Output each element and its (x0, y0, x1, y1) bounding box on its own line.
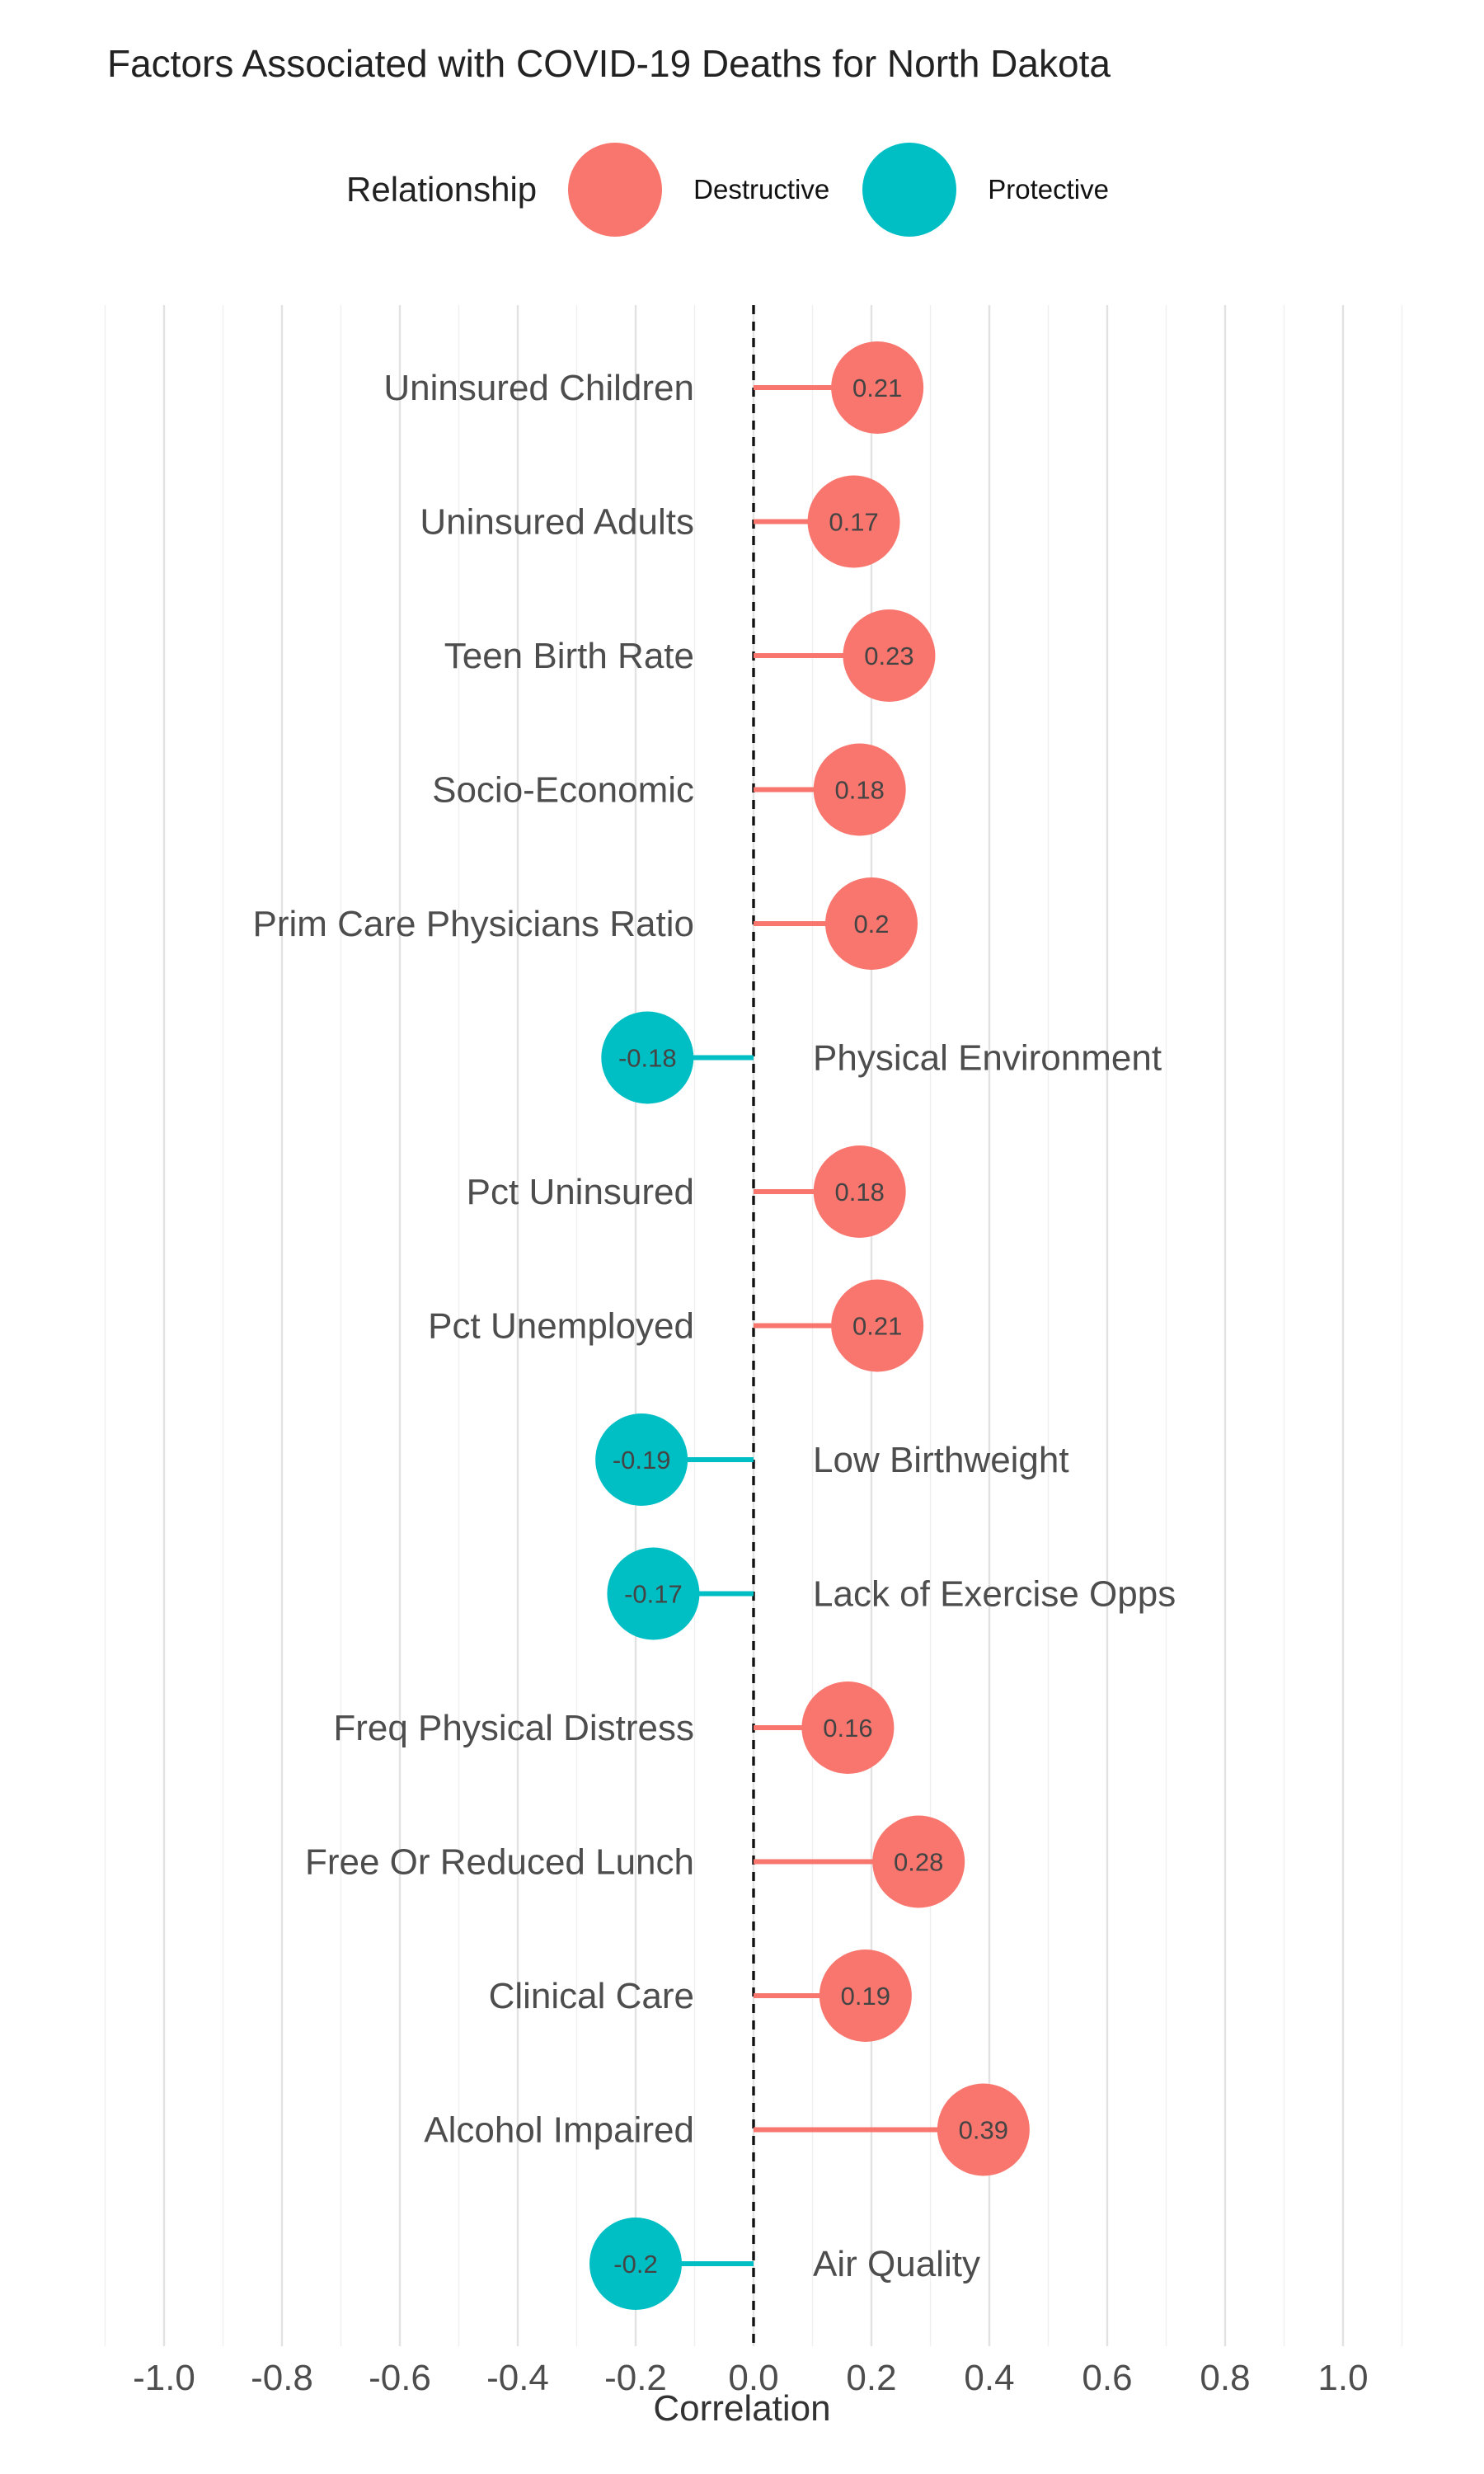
category-label: Air Quality (813, 2244, 980, 2284)
x-tick-label: 0.6 (1082, 2358, 1132, 2398)
data-point (601, 1011, 694, 1104)
x-tick-label: 0.0 (728, 2358, 778, 2398)
x-tick-label: -1.0 (133, 2358, 195, 2398)
data-points: 0.21 Uninsured Children 0.17 Uninsured Adul… (253, 341, 1176, 2310)
legend-label-protective: Protective (988, 174, 1109, 205)
category-label: Lack of Exercise Opps (813, 1574, 1176, 1615)
data-label: -0.19 (613, 1446, 671, 1475)
chart-title: Factors Associated with COVID-19 Deaths … (107, 42, 1111, 85)
x-tick-label: 0.2 (846, 2358, 896, 2398)
category-label: Freq Physical Distress (333, 1708, 694, 1748)
legend-label-destructive: Destructive (693, 174, 830, 205)
data-label: 0.19 (841, 1982, 890, 2011)
lollipop-item: -0.19 Low Birthweight (595, 1413, 1069, 1506)
data-point (813, 1145, 906, 1238)
data-point (937, 2083, 1030, 2176)
data-label: 0.16 (823, 1714, 872, 1743)
data-point (872, 1815, 965, 1908)
lollipop-item: 0.17 Uninsured Adults (420, 475, 900, 568)
category-label: Pct Unemployed (428, 1306, 694, 1347)
lollipop-item: 0.19 Clinical Care (489, 1950, 912, 2042)
data-label: -0.17 (624, 1580, 683, 1609)
legend-title: Relationship (346, 170, 538, 209)
lollipop-item: 0.18 Socio-Economic (432, 743, 906, 836)
data-label: 0.39 (959, 2116, 1008, 2145)
data-point (843, 609, 936, 702)
legend: Relationship Destructive Protective (346, 143, 1142, 237)
data-label: 0.28 (894, 1848, 943, 1877)
data-label: -0.18 (618, 1044, 677, 1073)
x-axis-ticks: -1.0 -0.8 -0.6 -0.4 -0.2 0.0 0.2 0.4 0.6 0.8 1.0 (133, 2358, 1369, 2398)
data-point (801, 1681, 895, 1774)
category-label: Pct Uninsured (467, 1172, 694, 1212)
data-point (831, 341, 924, 434)
x-tick-label: 0.4 (964, 2358, 1014, 2398)
lollipop-item: -0.17 Lack of Exercise Opps (607, 1547, 1176, 1640)
x-tick-label: -0.8 (251, 2358, 313, 2398)
legend-item-destructive: Destructive (568, 143, 829, 237)
data-point (607, 1547, 700, 1640)
lollipop-item: -0.2 Air Quality (589, 2218, 980, 2310)
legend-item-protective: Protective (862, 143, 1109, 237)
x-tick-label: -0.4 (486, 2358, 549, 2398)
category-label: Low Birthweight (813, 1440, 1069, 1480)
legend-key-destructive (568, 143, 663, 237)
data-point (807, 475, 900, 568)
category-label: Teen Birth Rate (444, 636, 694, 676)
x-tick-label: 1.0 (1317, 2358, 1368, 2398)
category-label: Free Or Reduced Lunch (305, 1842, 694, 1883)
data-label: 0.17 (829, 508, 878, 537)
lollipop-item: 0.23 Teen Birth Rate (444, 609, 936, 702)
data-label: 0.18 (835, 776, 885, 805)
data-label: 0.2 (853, 910, 889, 938)
data-point (589, 2218, 682, 2310)
category-label: Socio-Economic (432, 770, 694, 811)
legend-key-protective (862, 143, 957, 237)
data-point (595, 1413, 688, 1506)
data-label: 0.21 (852, 374, 902, 402)
lollipop-item: 0.21 Pct Unemployed (428, 1279, 924, 1372)
lollipop-item: 0.18 Pct Uninsured (467, 1145, 906, 1238)
lollipop-item: 0.16 Freq Physical Distress (333, 1681, 895, 1774)
data-label: 0.21 (852, 1312, 902, 1341)
category-label: Uninsured Adults (420, 502, 694, 543)
lollipop-item: 0.2 Prim Care Physicians Ratio (253, 877, 918, 970)
lollipop-item: 0.39 Alcohol Impaired (424, 2083, 1030, 2176)
data-point (831, 1279, 924, 1372)
category-label: Clinical Care (489, 1976, 694, 2016)
x-axis-label: Correlation (653, 2388, 831, 2429)
data-label: 0.23 (864, 642, 913, 670)
data-label: -0.2 (613, 2250, 657, 2279)
data-label: 0.18 (835, 1178, 885, 1206)
category-label: Alcohol Impaired (424, 2110, 694, 2151)
x-tick-label: -0.6 (369, 2358, 431, 2398)
lollipop-item: -0.18 Physical Environment (601, 1011, 1162, 1104)
x-tick-label: 0.8 (1200, 2358, 1250, 2398)
lollipop-item: 0.28 Free Or Reduced Lunch (305, 1815, 965, 1908)
category-label: Uninsured Children (383, 368, 694, 408)
category-label: Prim Care Physicians Ratio (253, 904, 695, 944)
category-label: Physical Environment (813, 1038, 1162, 1079)
x-tick-label: -0.2 (604, 2358, 667, 2398)
data-point (825, 877, 918, 970)
data-point (819, 1950, 912, 2042)
lollipop-item: 0.21 Uninsured Children (383, 341, 924, 434)
data-point (813, 743, 906, 836)
